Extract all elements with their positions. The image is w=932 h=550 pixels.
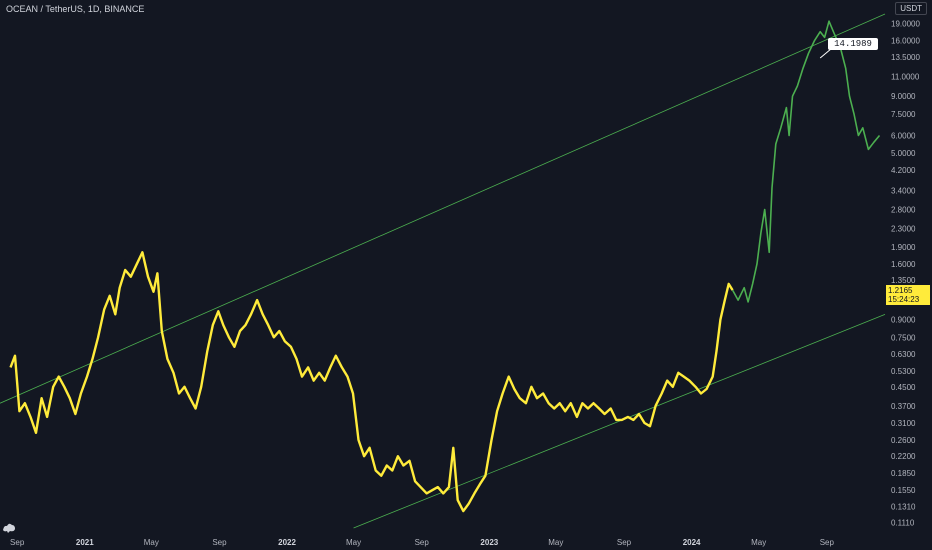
x-tick-label: May <box>751 538 766 547</box>
series-line-projection <box>731 20 881 303</box>
countdown-timer: 15:24:23 <box>888 295 920 305</box>
x-tick-label: Sep <box>10 538 25 547</box>
current-price-value: 1.2165 <box>888 286 913 296</box>
y-tick-label: 0.9000 <box>891 316 916 325</box>
y-tick-label: 3.4000 <box>891 187 916 196</box>
y-tick-label: 1.3500 <box>891 276 916 285</box>
y-tick-label: 0.3100 <box>891 419 916 428</box>
y-tick-label: 0.7500 <box>891 333 916 342</box>
y-tick-label: 1.9000 <box>891 243 916 252</box>
y-tick-label: 0.6300 <box>891 350 916 359</box>
y-tick-label: 0.1850 <box>891 469 916 478</box>
y-tick-label: 11.0000 <box>891 73 920 82</box>
trendline-lower <box>353 313 886 529</box>
symbol-title[interactable]: OCEAN / TetherUS, 1D, BINANCE <box>6 4 145 14</box>
x-tick-label: 2022 <box>278 538 296 547</box>
price-axis[interactable]: 19.0000 16.0000 13.5000 11.0000 9.0000 7.5000… <box>891 20 920 528</box>
y-tick-label: 19.0000 <box>891 20 920 29</box>
y-tick-label: 0.2600 <box>891 436 916 445</box>
series-line-actual <box>9 251 734 513</box>
current-price-tag: 1.2165 15:24:23 <box>886 285 930 306</box>
y-tick-label: 0.4500 <box>891 383 916 392</box>
y-tick-label: 16.0000 <box>891 36 920 45</box>
y-tick-label: 5.0000 <box>891 149 916 158</box>
x-tick-label: May <box>548 538 563 547</box>
trendline-upper <box>0 13 886 404</box>
x-tick-label: Sep <box>617 538 632 547</box>
y-tick-label: 4.2000 <box>891 166 916 175</box>
tradingview-logo-icon[interactable] <box>2 520 16 534</box>
y-tick-label: 0.2200 <box>891 452 916 461</box>
y-tick-label: 0.1550 <box>891 486 916 495</box>
x-tick-label: 2021 <box>76 538 94 547</box>
time-axis[interactable]: Sep 2021 May Sep 2022 May Sep 2023 May Sep 2024 May… <box>10 538 834 547</box>
x-tick-label: May <box>346 538 361 547</box>
y-tick-label: 1.6000 <box>891 260 916 269</box>
series-layer <box>9 20 881 513</box>
target-price-callout: 14.1989 <box>828 37 878 50</box>
y-tick-label: 9.0000 <box>891 92 916 101</box>
y-tick-label: 0.1310 <box>891 503 916 512</box>
y-tick-label: 2.8000 <box>891 205 916 214</box>
x-tick-label: 2023 <box>480 538 498 547</box>
x-tick-label: May <box>144 538 159 547</box>
x-tick-label: 2024 <box>683 538 701 547</box>
y-tick-label: 0.3700 <box>891 402 916 411</box>
x-tick-label: Sep <box>415 538 430 547</box>
y-tick-label: 6.0000 <box>891 132 916 141</box>
currency-label[interactable]: USDT <box>895 2 927 15</box>
x-tick-label: Sep <box>820 538 835 547</box>
y-tick-label: 7.5000 <box>891 110 916 119</box>
y-tick-label: 13.5000 <box>891 53 920 62</box>
y-tick-label: 2.3000 <box>891 225 916 234</box>
x-tick-label: Sep <box>212 538 227 547</box>
y-tick-label: 0.5300 <box>891 367 916 376</box>
y-tick-label: 0.1110 <box>891 519 915 528</box>
